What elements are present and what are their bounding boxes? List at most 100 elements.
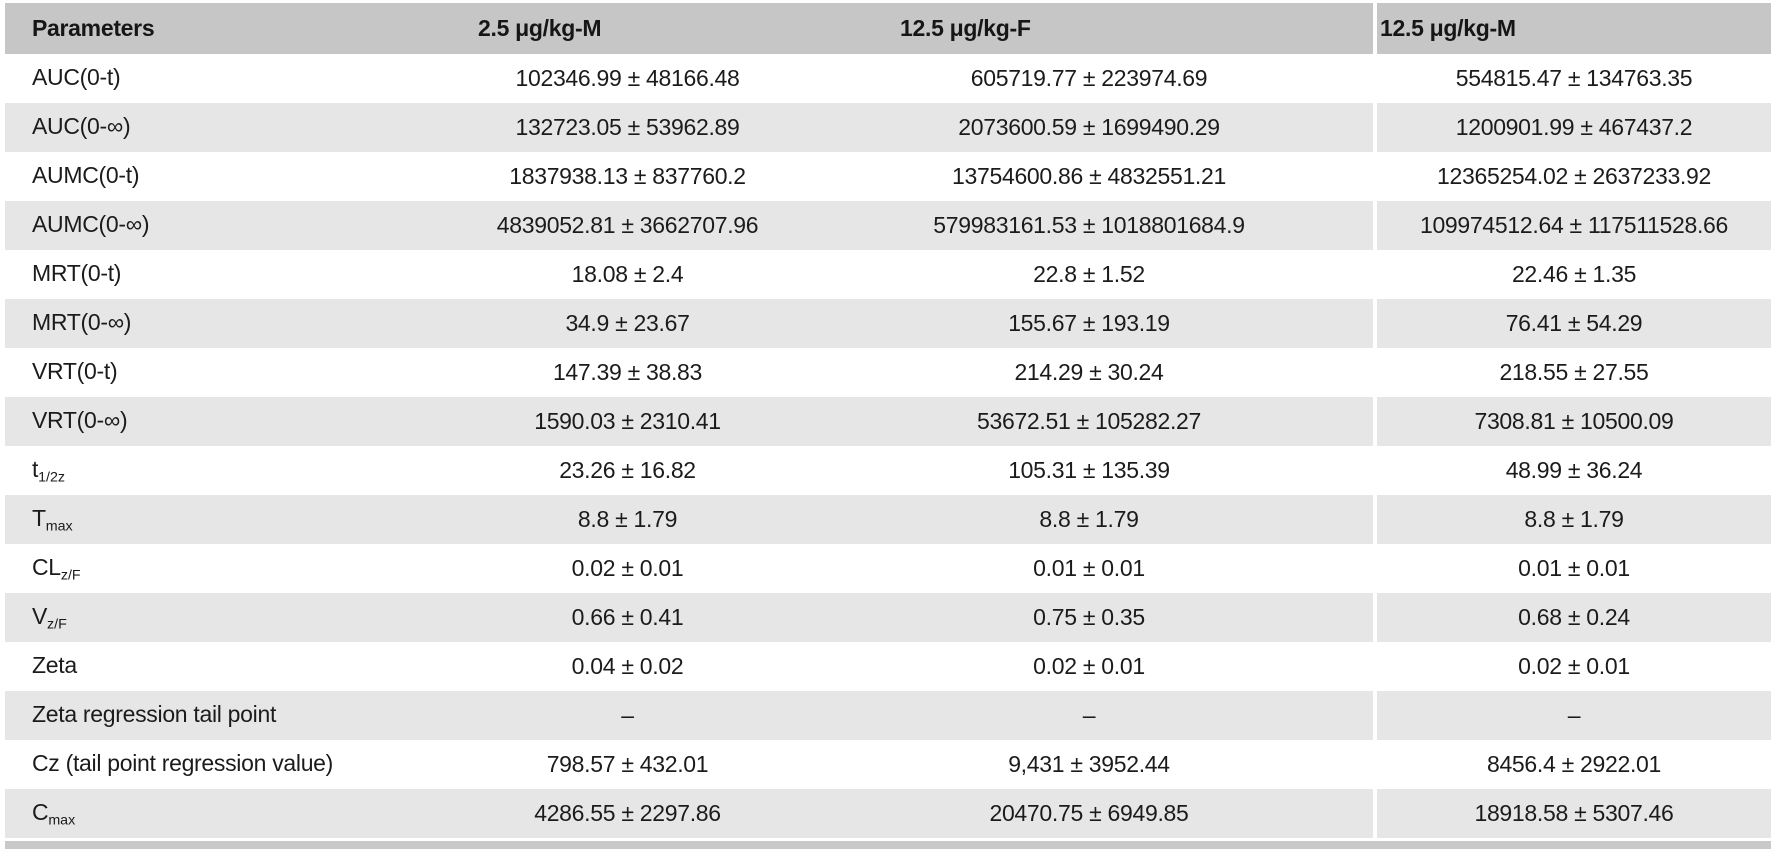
cell-value: 0.68 ± 0.24 <box>1373 593 1771 642</box>
cell-value: 0.02 ± 0.01 <box>805 642 1375 691</box>
row-label: CLz/F <box>5 544 450 593</box>
row-label: AUMC(0-∞) <box>5 201 450 250</box>
cell-value: 798.57 ± 432.01 <box>450 740 805 789</box>
cell-value: 22.8 ± 1.52 <box>805 250 1375 299</box>
cell-value: 18.08 ± 2.4 <box>450 250 805 299</box>
table-row: VRT(0-t) 147.39 ± 38.83 214.29 ± 30.24 2… <box>5 348 1771 397</box>
cell-value: 76.41 ± 54.29 <box>1373 299 1771 348</box>
row-label: AUMC(0-t) <box>5 152 450 201</box>
table-row: CLz/F 0.02 ± 0.01 0.01 ± 0.01 0.01 ± 0.0… <box>5 544 1771 593</box>
cell-value: 22.46 ± 1.35 <box>1373 250 1771 299</box>
row-label: VRT(0-t) <box>5 348 450 397</box>
cell-value: 23.26 ± 16.82 <box>450 446 805 495</box>
table-row: Cz (tail point regression value) 798.57 … <box>5 740 1771 789</box>
table-row: Vz/F 0.66 ± 0.41 0.75 ± 0.35 0.68 ± 0.24 <box>5 593 1771 642</box>
row-label-base: VRT(0-t) <box>32 357 118 384</box>
row-label-base: CL <box>32 553 61 580</box>
row-label-sub: max <box>45 518 73 535</box>
table-row: AUMC(0-t) 1837938.13 ± 837760.2 13754600… <box>5 152 1771 201</box>
cell-value: 1837938.13 ± 837760.2 <box>450 152 805 201</box>
table-row: t1/2z 23.26 ± 16.82 105.31 ± 135.39 48.9… <box>5 446 1771 495</box>
cell-value: 48.99 ± 36.24 <box>1373 446 1771 495</box>
cell-value: 2073600.59 ± 1699490.29 <box>805 103 1375 152</box>
cell-value: 18918.58 ± 5307.46 <box>1373 789 1771 838</box>
row-label-base: V <box>32 602 48 629</box>
row-label-sub: z/F <box>60 567 81 584</box>
row-label-base: Zeta regression tail point <box>32 700 277 727</box>
row-label-base: Zeta <box>32 651 77 678</box>
row-label: Cmax <box>5 789 450 838</box>
cell-value: 13754600.86 ± 4832551.21 <box>805 152 1375 201</box>
cell-value: 102346.99 ± 48166.48 <box>450 54 805 103</box>
row-label: AUC(0-t) <box>5 54 450 103</box>
cell-value: 1590.03 ± 2310.41 <box>450 397 805 446</box>
cell-value: 0.01 ± 0.01 <box>1373 544 1771 593</box>
cell-value: 8.8 ± 1.79 <box>1373 495 1771 544</box>
table-row: Zeta 0.04 ± 0.02 0.02 ± 0.01 0.02 ± 0.01 <box>5 642 1771 691</box>
cell-value: 132723.05 ± 53962.89 <box>450 103 805 152</box>
row-label: Zeta <box>5 642 450 691</box>
table-row: AUMC(0-∞) 4839052.81 ± 3662707.96 579983… <box>5 201 1771 250</box>
row-label-base: AUC(0-t) <box>32 63 121 90</box>
cell-value: – <box>1373 691 1771 740</box>
table-body: AUC(0-t) 102346.99 ± 48166.48 605719.77 … <box>5 54 1771 838</box>
cell-value: 9,431 ± 3952.44 <box>805 740 1375 789</box>
cell-value: 105.31 ± 135.39 <box>805 446 1375 495</box>
cell-value: 579983161.53 ± 1018801684.9 <box>805 201 1375 250</box>
row-label-base: MRT(0-t) <box>32 259 122 286</box>
cell-value: 218.55 ± 27.55 <box>1373 348 1771 397</box>
row-label: Cz (tail point regression value) <box>5 740 450 789</box>
column-header-dose-12-5-m: 12.5 μg/kg-M <box>1373 3 1771 54</box>
header-row: Parameters 2.5 μg/kg-M 12.5 μg/kg-F 12.5… <box>5 3 1771 54</box>
row-label-base: T <box>32 504 46 531</box>
table-row: AUC(0-t) 102346.99 ± 48166.48 605719.77 … <box>5 54 1771 103</box>
cell-value: 109974512.64 ± 117511528.66 <box>1373 201 1771 250</box>
cell-value: 8.8 ± 1.79 <box>805 495 1375 544</box>
row-label: Zeta regression tail point <box>5 691 450 740</box>
row-label-base: AUMC(0-t) <box>32 161 140 188</box>
column-header-dose-2-5-m: 2.5 μg/kg-M <box>450 3 805 54</box>
row-label-base: AUC(0-∞) <box>32 112 131 139</box>
cell-value: 605719.77 ± 223974.69 <box>805 54 1375 103</box>
cell-value: 8.8 ± 1.79 <box>450 495 805 544</box>
cell-value: 0.66 ± 0.41 <box>450 593 805 642</box>
row-label-sub: z/F <box>47 616 67 633</box>
row-label: VRT(0-∞) <box>5 397 450 446</box>
row-label-base: Cz (tail point regression value) <box>32 749 334 776</box>
cell-value: 1200901.99 ± 467437.2 <box>1373 103 1771 152</box>
table-row: Tmax 8.8 ± 1.79 8.8 ± 1.79 8.8 ± 1.79 <box>5 495 1771 544</box>
pk-parameters-table: Parameters 2.5 μg/kg-M 12.5 μg/kg-F 12.5… <box>5 3 1771 838</box>
cell-value: 8456.4 ± 2922.01 <box>1373 740 1771 789</box>
cell-value: 0.04 ± 0.02 <box>450 642 805 691</box>
table-bottom-rule <box>5 841 1771 849</box>
cell-value: 7308.81 ± 10500.09 <box>1373 397 1771 446</box>
row-label-base: C <box>32 798 49 825</box>
column-header-dose-12-5-f: 12.5 μg/kg-F <box>805 3 1375 54</box>
row-label: t1/2z <box>5 446 450 495</box>
cell-value: 214.29 ± 30.24 <box>805 348 1375 397</box>
cell-value: 147.39 ± 38.83 <box>450 348 805 397</box>
cell-value: 0.02 ± 0.01 <box>450 544 805 593</box>
cell-value: 34.9 ± 23.67 <box>450 299 805 348</box>
cell-value: 554815.47 ± 134763.35 <box>1373 54 1771 103</box>
cell-value: 53672.51 ± 105282.27 <box>805 397 1375 446</box>
row-label-base: t <box>32 455 39 482</box>
cell-value: 155.67 ± 193.19 <box>805 299 1375 348</box>
row-label: MRT(0-t) <box>5 250 450 299</box>
row-label-sub: 1/2z <box>38 469 66 486</box>
row-label-sub: max <box>48 812 76 829</box>
cell-value: – <box>805 691 1375 740</box>
row-label-base: AUMC(0-∞) <box>32 210 150 237</box>
row-label-base: MRT(0-∞) <box>32 308 132 335</box>
cell-value: 4286.55 ± 2297.86 <box>450 789 805 838</box>
cell-value: – <box>450 691 805 740</box>
cell-value: 0.02 ± 0.01 <box>1373 642 1771 691</box>
table-row: Zeta regression tail point – – – <box>5 691 1771 740</box>
table-row: Cmax 4286.55 ± 2297.86 20470.75 ± 6949.8… <box>5 789 1771 838</box>
row-label: MRT(0-∞) <box>5 299 450 348</box>
cell-value: 20470.75 ± 6949.85 <box>805 789 1375 838</box>
table-row: MRT(0-∞) 34.9 ± 23.67 155.67 ± 193.19 76… <box>5 299 1771 348</box>
cell-value: 0.01 ± 0.01 <box>805 544 1375 593</box>
row-label: Tmax <box>5 495 450 544</box>
column-header-parameters: Parameters <box>5 3 450 54</box>
